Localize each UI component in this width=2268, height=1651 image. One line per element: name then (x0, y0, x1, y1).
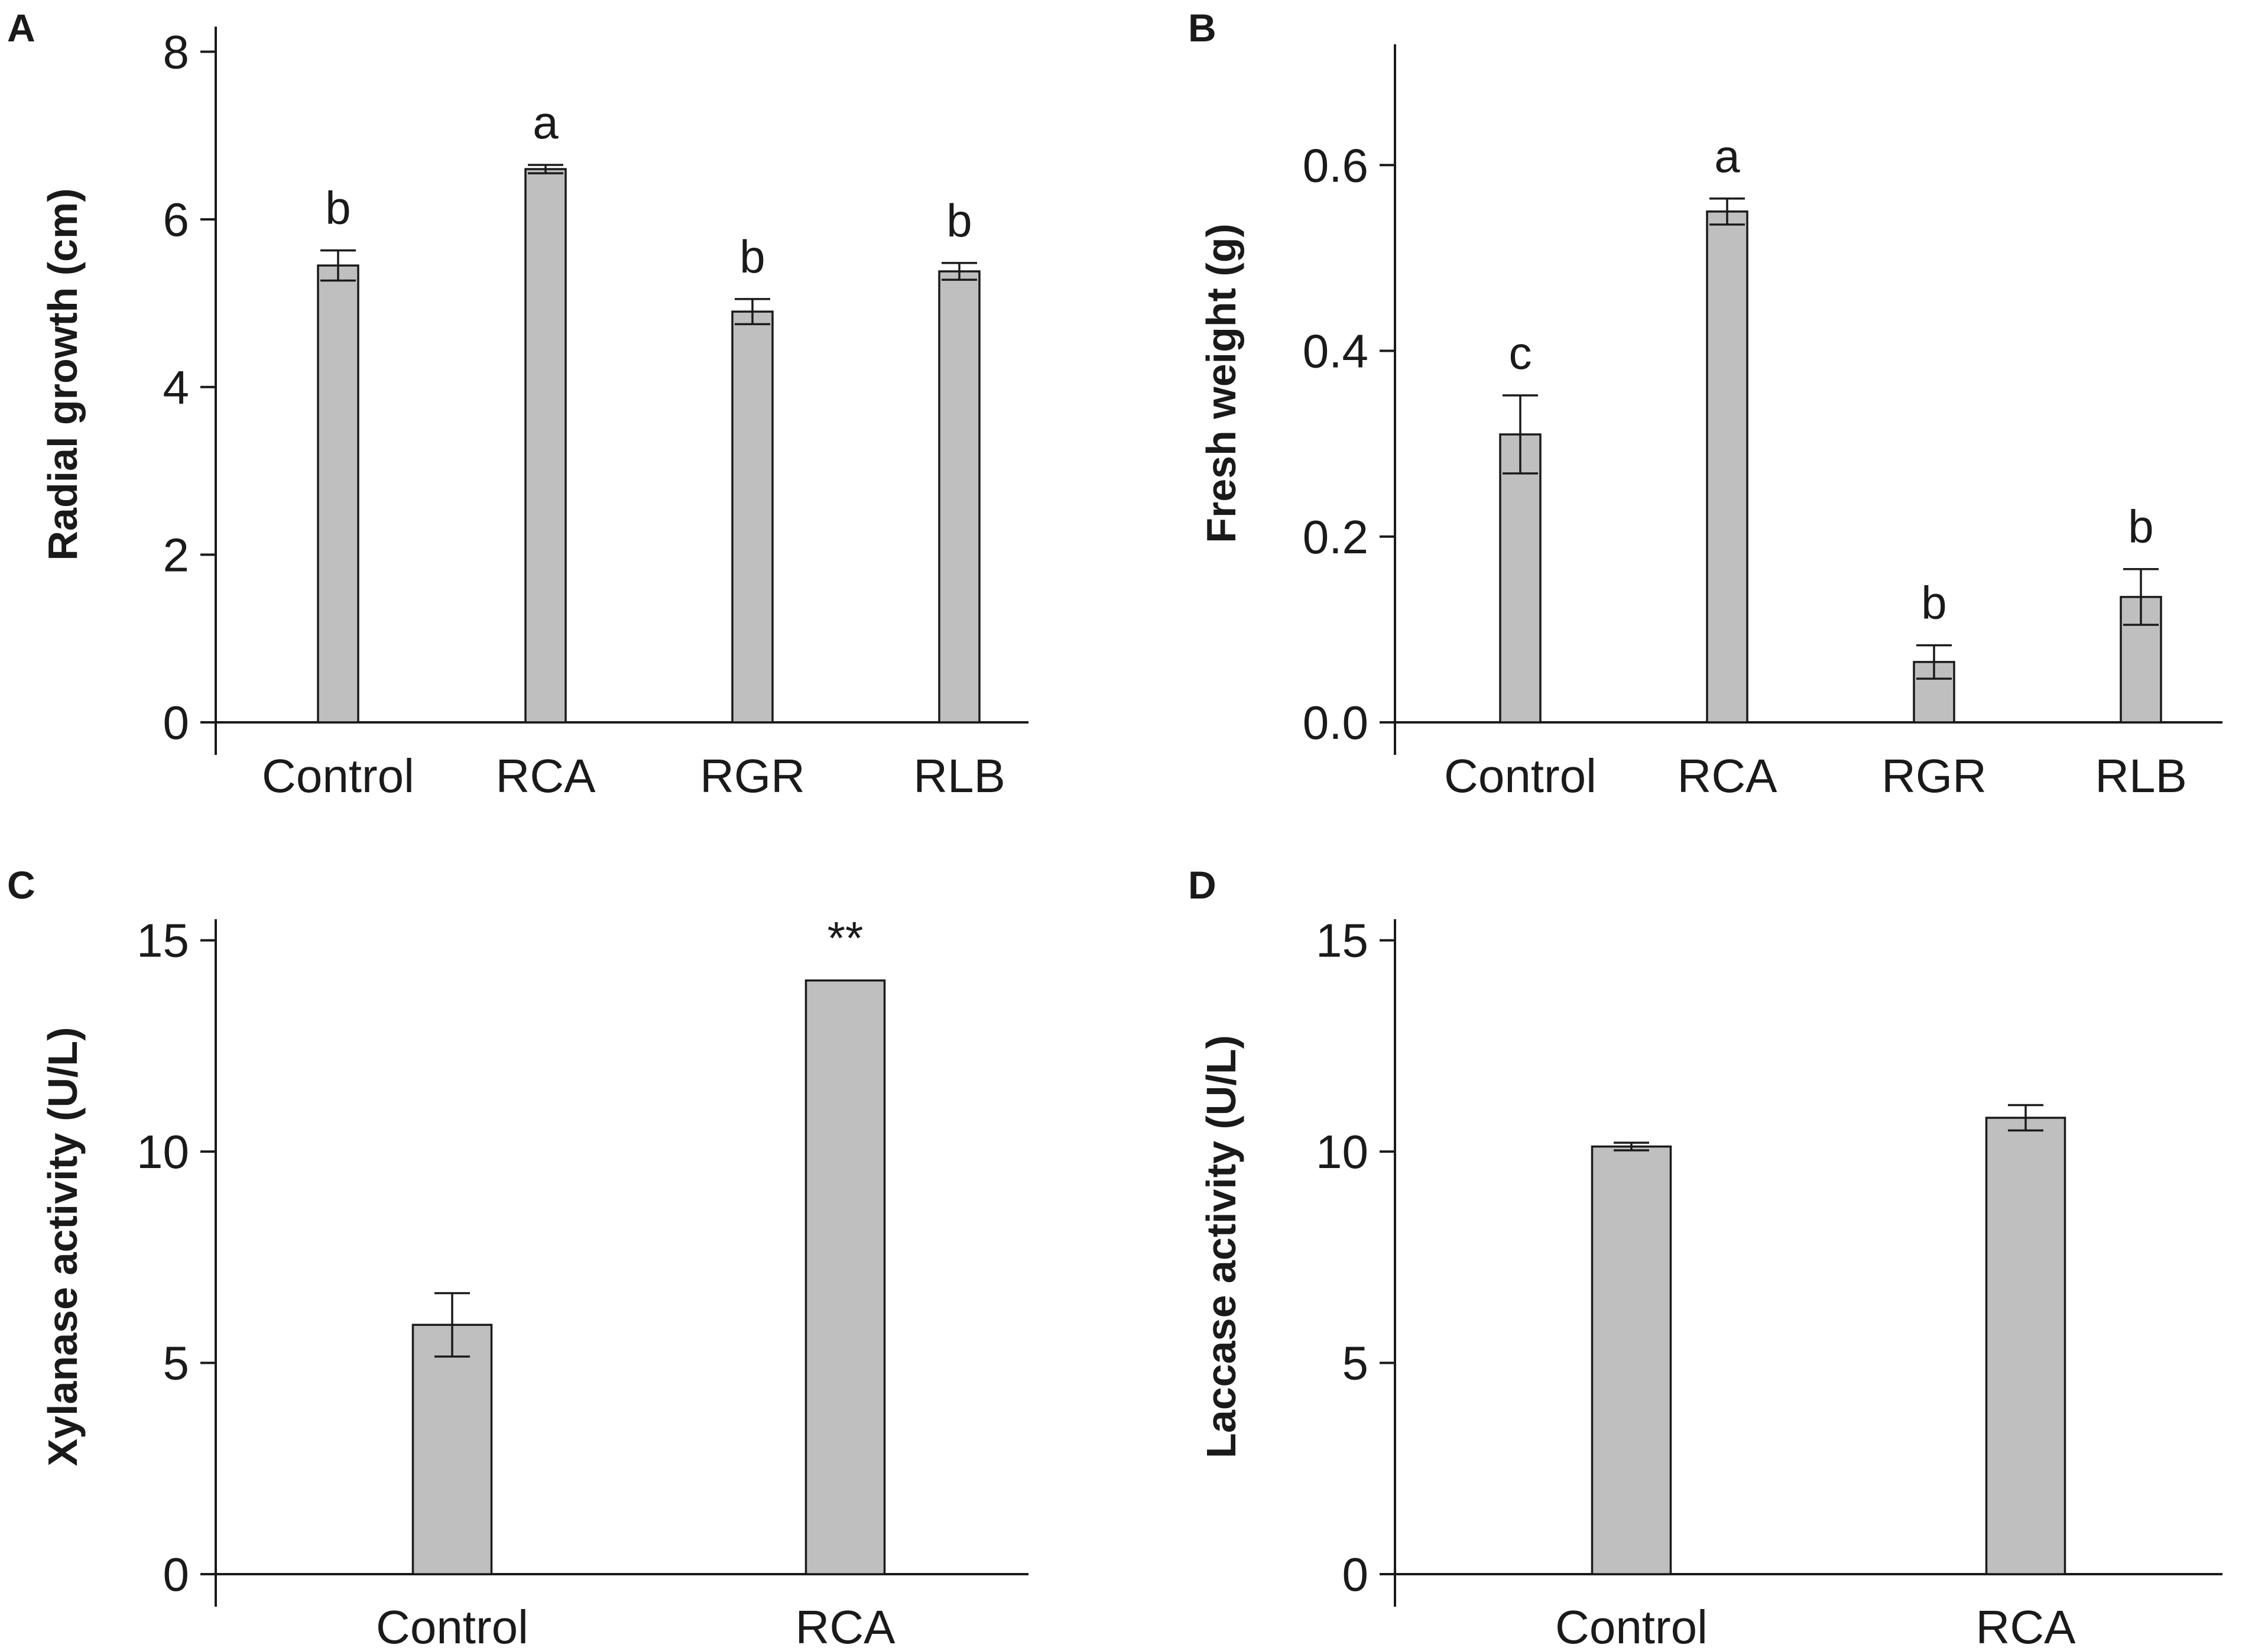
error-bar (1709, 197, 1745, 226)
y-tick-label: 10 (137, 1125, 189, 1178)
y-tick-label: 15 (137, 914, 189, 967)
significance-label: b (2128, 501, 2153, 553)
y-tick-label: 0 (1342, 1548, 1369, 1601)
error-bar (1916, 644, 1952, 680)
y-tick-label: 10 (1316, 1125, 1368, 1178)
x-tick-label: RCA (796, 1601, 896, 1651)
y-tick-label: 0.0 (1303, 696, 1368, 749)
x-tick-label: Control (376, 1601, 528, 1651)
significance-label: ** (828, 912, 864, 964)
y-tick-label: 2 (163, 528, 190, 581)
x-tick-label: Control (1555, 1601, 1708, 1651)
chart-panel-b: B 0.0 0.2 0.4 0.6 Fresh weight (g) Control c RCA… (1188, 6, 2222, 802)
y-tick-label: 0 (163, 1548, 190, 1601)
x-tick-label: RCA (1976, 1601, 2076, 1651)
y-axis-title: Laccase activity (U/L) (1198, 1035, 1244, 1458)
y-tick-label: 0 (163, 696, 190, 749)
error-bar (735, 298, 770, 326)
bar-rgr (731, 310, 774, 724)
y-axis-title: Xylanase activity (U/L) (40, 1027, 86, 1466)
error-bar (1614, 1141, 1649, 1152)
y-axis-title: Fresh weight (g) (1198, 223, 1244, 543)
bar-control (317, 264, 359, 724)
y-tick-label: 5 (163, 1337, 190, 1390)
error-bar (1503, 394, 1538, 475)
significance-label: b (946, 194, 972, 246)
chart-panel-a: A 0 2 4 6 8 Radial growth (cm) Control b RCA a RGR b… (7, 6, 1028, 802)
y-tick-label: 0.2 (1303, 511, 1368, 563)
bar-control (411, 1324, 493, 1575)
significance-label: a (1714, 130, 1740, 182)
y-axis-title: Radial growth (cm) (40, 188, 86, 560)
error-bar (320, 249, 356, 282)
x-tick-label: RLB (913, 750, 1005, 802)
bar-control (1591, 1145, 1672, 1575)
x-tick-label: RGR (1881, 750, 1987, 802)
y-tick-label: 8 (163, 26, 190, 79)
panel-label: C (7, 863, 35, 907)
error-bar (434, 1292, 470, 1358)
error-bar (2008, 1104, 2043, 1132)
bar-rca (1706, 210, 1748, 724)
bar-rca (524, 168, 567, 724)
y-tick-label: 0.6 (1303, 139, 1368, 192)
y-tick-label: 6 (163, 193, 190, 246)
bar-rca (804, 979, 886, 1575)
panel-label: D (1188, 863, 1216, 907)
significance-label: c (1509, 327, 1532, 379)
bar-rca (1985, 1117, 2066, 1575)
x-tick-label: Control (262, 750, 414, 802)
significance-label: a (533, 96, 559, 148)
panel-label: A (7, 6, 35, 50)
error-bar (528, 164, 563, 174)
y-tick-label: 4 (163, 361, 190, 414)
error-bar (2123, 567, 2159, 626)
x-tick-label: RGR (700, 750, 805, 802)
x-tick-label: RLB (2095, 750, 2187, 802)
chart-panel-d: D 0 5 10 15 Laccase activity (U/L) Control RCA (1188, 863, 2222, 1651)
y-tick-label: 5 (1342, 1337, 1369, 1390)
error-bar (942, 262, 977, 281)
y-tick-label: 15 (1316, 914, 1368, 967)
significance-label: b (325, 182, 351, 234)
bar-control (1499, 433, 1542, 724)
x-tick-label: RCA (1678, 750, 1778, 802)
significance-label: b (1921, 577, 1946, 629)
significance-label: b (739, 231, 765, 283)
panel-label: B (1188, 6, 1216, 50)
y-tick-label: 0.4 (1303, 325, 1368, 378)
bar-rlb (938, 270, 981, 724)
x-tick-label: Control (1444, 750, 1597, 802)
chart-panel-c: C 0 5 10 15 Xylanase activity (U/L) Control RCA… (7, 863, 1028, 1651)
x-tick-label: RCA (496, 750, 596, 802)
